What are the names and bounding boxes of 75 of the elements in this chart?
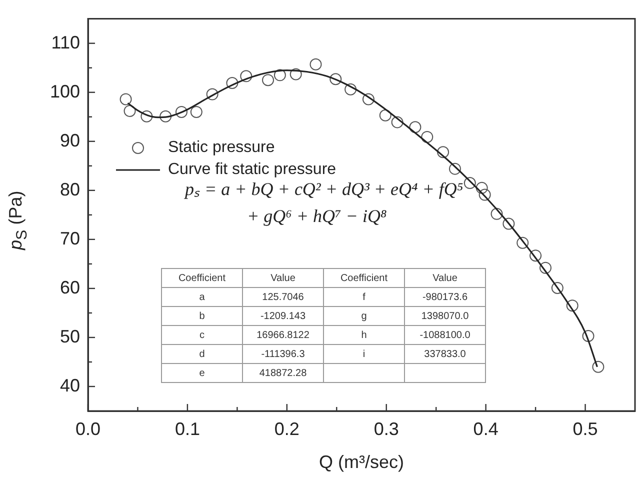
point — [476, 182, 488, 194]
annotation: f — [324, 288, 404, 306]
point — [175, 106, 188, 118]
point — [124, 104, 136, 117]
point — [502, 218, 515, 230]
x-axis-title: Q (m³/sec) — [319, 452, 404, 472]
x-tick-label: 0.5 — [572, 418, 598, 439]
point — [330, 73, 342, 86]
annotation: 1398070.0 — [404, 306, 486, 326]
point — [490, 208, 503, 220]
annotation: -980173.6 — [404, 288, 486, 306]
point — [160, 110, 172, 122]
point — [464, 177, 476, 190]
point — [448, 162, 461, 175]
y-tick-label: 100 — [50, 81, 80, 102]
point — [240, 70, 252, 82]
annotation: -1088100.0 — [404, 326, 486, 344]
legend-label: Static pressure — [168, 138, 275, 157]
point — [262, 74, 274, 86]
point — [592, 360, 604, 373]
point — [478, 188, 491, 201]
annotation: Coefficient — [324, 268, 404, 288]
point — [437, 146, 450, 158]
annotation: pₛ = a + bQ + cQ² + dQ³ + eQ⁴ + fQ⁵ — [185, 178, 464, 201]
point — [310, 58, 322, 70]
y-tick-label: 50 — [60, 326, 80, 346]
point — [206, 88, 218, 100]
point — [516, 236, 529, 249]
annotation: a — [162, 288, 242, 306]
point — [290, 68, 302, 80]
point — [566, 300, 578, 312]
point — [421, 130, 434, 143]
y-tick-label: 40 — [60, 375, 80, 396]
point — [551, 282, 564, 294]
point — [344, 83, 357, 96]
annotation: e — [162, 364, 242, 382]
annotation: 16966.8122 — [242, 326, 324, 344]
point — [391, 116, 404, 128]
point — [379, 109, 392, 122]
point — [274, 69, 286, 82]
annotation: b — [162, 306, 242, 326]
annotation: + gQ⁶ + hQ⁷ − iQ⁸ — [246, 205, 388, 228]
y-tick-label: 80 — [60, 179, 80, 200]
point — [190, 106, 202, 118]
x-tick-label: 0.0 — [75, 418, 101, 439]
x-tick-label: 0.4 — [473, 418, 498, 439]
point — [120, 93, 132, 106]
y-tick-label: 70 — [60, 228, 80, 248]
point — [582, 330, 594, 342]
annotation: 125.7046 — [242, 288, 324, 306]
point — [362, 93, 374, 106]
x-tick-label: 0.2 — [274, 418, 300, 439]
point — [539, 262, 552, 274]
y-tick-label: 60 — [60, 277, 80, 298]
point — [530, 250, 542, 262]
annotation: 418872.28 — [242, 364, 324, 382]
annotation: d — [162, 344, 242, 364]
annotation: 337833.0 — [404, 344, 486, 364]
y-tick-label: 110 — [51, 32, 80, 52]
point — [409, 121, 422, 134]
x-tick-label: 0.3 — [374, 418, 399, 439]
annotation: Value — [242, 268, 324, 288]
annotation: -1209.143 — [242, 306, 324, 326]
annotation: c — [162, 326, 242, 344]
legend-label: Curve fit static pressure — [168, 160, 336, 179]
annotation: Value — [404, 268, 486, 288]
x-tick-label: 0.1 — [174, 418, 200, 439]
annotation: i — [324, 344, 404, 364]
annotation: -111396.3 — [242, 344, 324, 364]
y-tick-label: 90 — [60, 130, 80, 150]
point — [140, 110, 153, 122]
annotation: h — [324, 326, 404, 344]
annotation: g — [324, 306, 404, 326]
point — [226, 77, 238, 90]
annotation: Coefficient — [162, 268, 242, 288]
